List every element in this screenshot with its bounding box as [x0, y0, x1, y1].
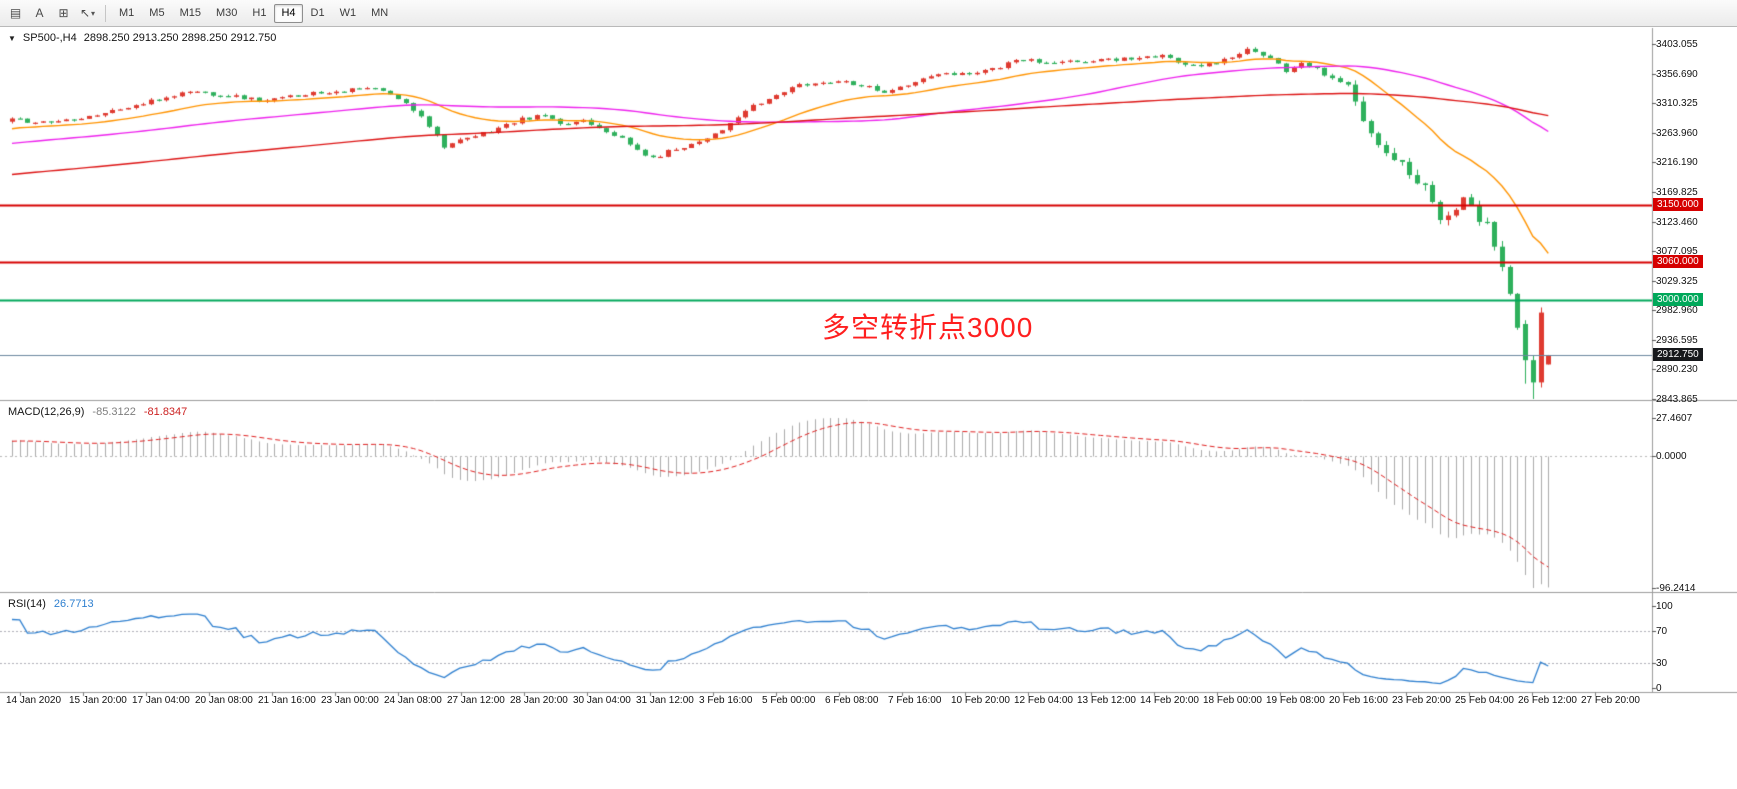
chart-grid-icon[interactable]: ▤ — [9, 6, 22, 20]
toolbar-separator — [105, 4, 106, 22]
rsi-header: RSI(14) 26.7713 — [8, 598, 94, 610]
timeframe-button-h4[interactable]: H4 — [274, 3, 303, 23]
ohlc-values: 2898.250 2913.250 2898.250 2912.750 — [83, 32, 277, 44]
cursor-tool-icon: ↖ — [79, 6, 91, 20]
symbol-dropdown-icon[interactable]: ▼ — [8, 33, 16, 43]
timeframe-button-m15[interactable]: M15 — [179, 7, 201, 19]
timeframe-button-m1[interactable]: M1 — [119, 7, 135, 19]
rsi-value: 26.7713 — [53, 598, 94, 610]
toolbar: ▤ A ⊞ ↖ ▾ M1 M5 M15 M30 H1 H4 D1 W1 MN — [0, 0, 1737, 27]
timeframe-button-h1[interactable]: H1 — [252, 7, 267, 19]
timeframe-button-m30[interactable]: M30 — [215, 7, 238, 19]
cursor-tool-dropdown[interactable]: ↖ ▾ — [76, 3, 99, 24]
chart-annotation-text[interactable]: 多空转折点3000 — [822, 312, 1034, 343]
timeframe-button-d1[interactable]: D1 — [310, 7, 325, 19]
macd-signal-value: -81.8347 — [143, 406, 188, 418]
timeframe-button-mn[interactable]: MN — [371, 7, 389, 19]
macd-header: MACD(12,26,9) -85.3122 -81.8347 — [8, 406, 187, 418]
macd-main-value: -85.3122 — [92, 406, 136, 418]
chevron-down-icon: ▾ — [91, 8, 96, 18]
text-tool-icon[interactable]: A — [35, 6, 44, 20]
timeframe-button-m5[interactable]: M5 — [149, 7, 165, 19]
shapes-tool-icon[interactable]: ⊞ — [58, 6, 69, 20]
rsi-title: RSI(14) — [8, 598, 46, 610]
ohlc-readout: ▼ SP500-,H4 2898.250 2913.250 2898.250 2… — [8, 32, 276, 44]
timeframe-button-w1[interactable]: W1 — [339, 7, 357, 19]
macd-title: MACD(12,26,9) — [8, 406, 85, 418]
symbol-period-label: SP500-,H4 — [22, 32, 77, 44]
